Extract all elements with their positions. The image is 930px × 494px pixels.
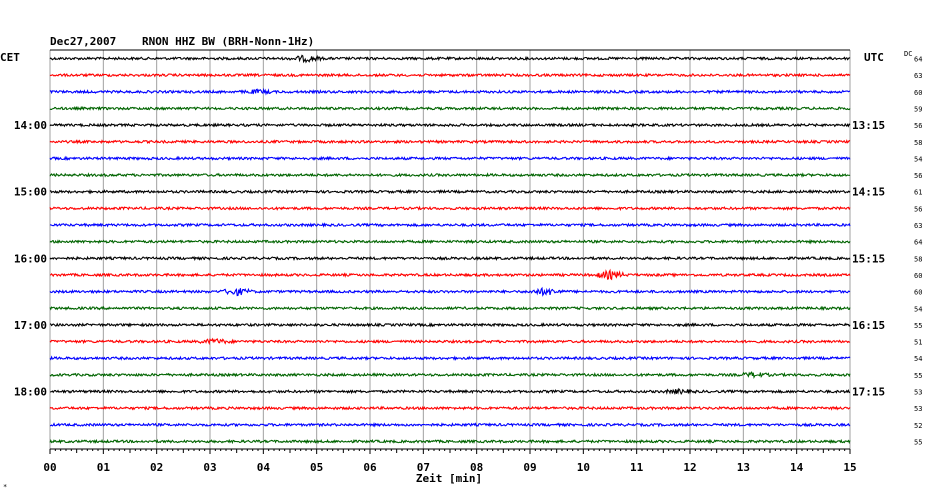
dc-offset-label: 60 [914, 89, 922, 97]
cet-zone-label: CET [0, 51, 20, 64]
dc-offset-label: 56 [914, 172, 922, 180]
cet-hour-label: 15:00 [14, 186, 47, 199]
dc-label: DC [904, 50, 912, 58]
trace-row-6 [49, 155, 851, 162]
time-grid [49, 49, 851, 449]
trace-row-7 [49, 172, 851, 178]
trace-row-10 [49, 222, 851, 228]
date-label: Dec27,2007 [50, 35, 116, 48]
dc-offset-label: 55 [914, 438, 922, 446]
dc-offset-label: 59 [914, 105, 922, 113]
cet-hour-labels: 14:00 15:00 16:00 17:00 18:00 [14, 119, 47, 398]
dc-offset-label: 64 [914, 239, 922, 247]
trace-row-20 [49, 387, 851, 396]
x-tick-label: 13 [737, 461, 750, 474]
x-tick-label: 04 [257, 461, 271, 474]
trace-row-18 [49, 355, 851, 361]
dc-offset-label: 53 [914, 405, 922, 413]
dc-offset-label: 56 [914, 205, 922, 213]
trace-row-2 [49, 87, 851, 96]
dc-offset-label: 58 [914, 255, 922, 263]
dc-offset-label: 61 [914, 189, 922, 197]
dc-offset-labels: 64 63 60 59 56 58 54 56 61 56 63 64 58 60 60 54 55 51 54 55… [914, 56, 922, 447]
trace-row-19 [49, 371, 851, 380]
x-tick-label: 14 [790, 461, 804, 474]
dc-offset-label: 63 [914, 222, 922, 230]
x-tick-label: 00 [43, 461, 56, 474]
trace-row-15 [49, 305, 851, 311]
dc-offset-label: 60 [914, 272, 922, 280]
trace-row-23 [49, 438, 851, 445]
dc-offset-label: 60 [914, 289, 922, 297]
x-tick-label: 15 [843, 461, 856, 474]
trace-row-21 [49, 405, 851, 411]
dc-offset-label: 56 [914, 122, 922, 130]
station-label: RNON HHZ BW (BRH-Nonn-1Hz) [142, 35, 314, 48]
dc-offset-label: 55 [914, 372, 922, 380]
x-tick-label: 02 [150, 461, 163, 474]
x-tick-label: 09 [523, 461, 536, 474]
trace-row-4 [49, 122, 851, 128]
dc-offset-label: 54 [914, 155, 922, 163]
x-tick-label: 08 [470, 461, 483, 474]
cet-hour-label: 17:00 [14, 319, 47, 332]
cet-hour-label: 14:00 [14, 119, 47, 132]
utc-zone-label: UTC [864, 51, 884, 64]
dc-offset-label: 55 [914, 322, 922, 330]
dc-offset-label: 52 [914, 422, 922, 430]
utc-hour-label: 13:15 [852, 119, 885, 132]
utc-hour-label: 15:15 [852, 252, 885, 265]
x-tick-label: 12 [683, 461, 696, 474]
trace-row-8 [49, 188, 851, 195]
trace-row-12 [49, 255, 851, 261]
utc-hour-labels: 13:15 14:15 15:15 16:15 17:15 [852, 119, 885, 398]
cet-hour-label: 16:00 [14, 252, 47, 265]
dc-offset-label: 64 [914, 56, 922, 64]
dc-offset-label: 51 [914, 339, 922, 347]
x-tick-label: 10 [577, 461, 590, 474]
utc-hour-label: 17:15 [852, 386, 885, 399]
dc-offset-label: 54 [914, 355, 922, 363]
trace-row-1 [49, 72, 851, 78]
trace-row-0 [49, 54, 851, 64]
x-tick-label: 05 [310, 461, 323, 474]
x-tick-label: 11 [630, 461, 644, 474]
utc-hour-label: 16:15 [852, 319, 885, 332]
trace-row-11 [49, 238, 851, 245]
dc-offset-label: 54 [914, 305, 922, 313]
x-tick-label: 03 [203, 461, 216, 474]
x-tick-label: 06 [363, 461, 377, 474]
trace-group [49, 54, 851, 445]
x-tick-label: 01 [97, 461, 111, 474]
trace-row-14 [49, 286, 851, 297]
x-axis-title: Zeit [min] [416, 472, 482, 485]
corner-mark: * [3, 483, 7, 491]
trace-row-16 [49, 322, 851, 328]
trace-row-13 [49, 268, 851, 281]
trace-row-3 [49, 105, 851, 112]
utc-hour-label: 14:15 [852, 186, 885, 199]
dc-offset-label: 53 [914, 389, 922, 397]
x-axis: 00 01 02 03 04 05 06 07 08 09 10 11 12 13 14 15 [43, 448, 857, 474]
trace-row-22 [49, 422, 851, 428]
dc-offset-label: 58 [914, 139, 922, 147]
x-tick-label: 07 [417, 461, 430, 474]
trace-row-5 [49, 138, 851, 145]
trace-row-17 [49, 337, 851, 346]
trace-row-9 [49, 205, 851, 212]
dc-offset-label: 63 [914, 72, 922, 80]
cet-hour-label: 18:00 [14, 386, 47, 399]
